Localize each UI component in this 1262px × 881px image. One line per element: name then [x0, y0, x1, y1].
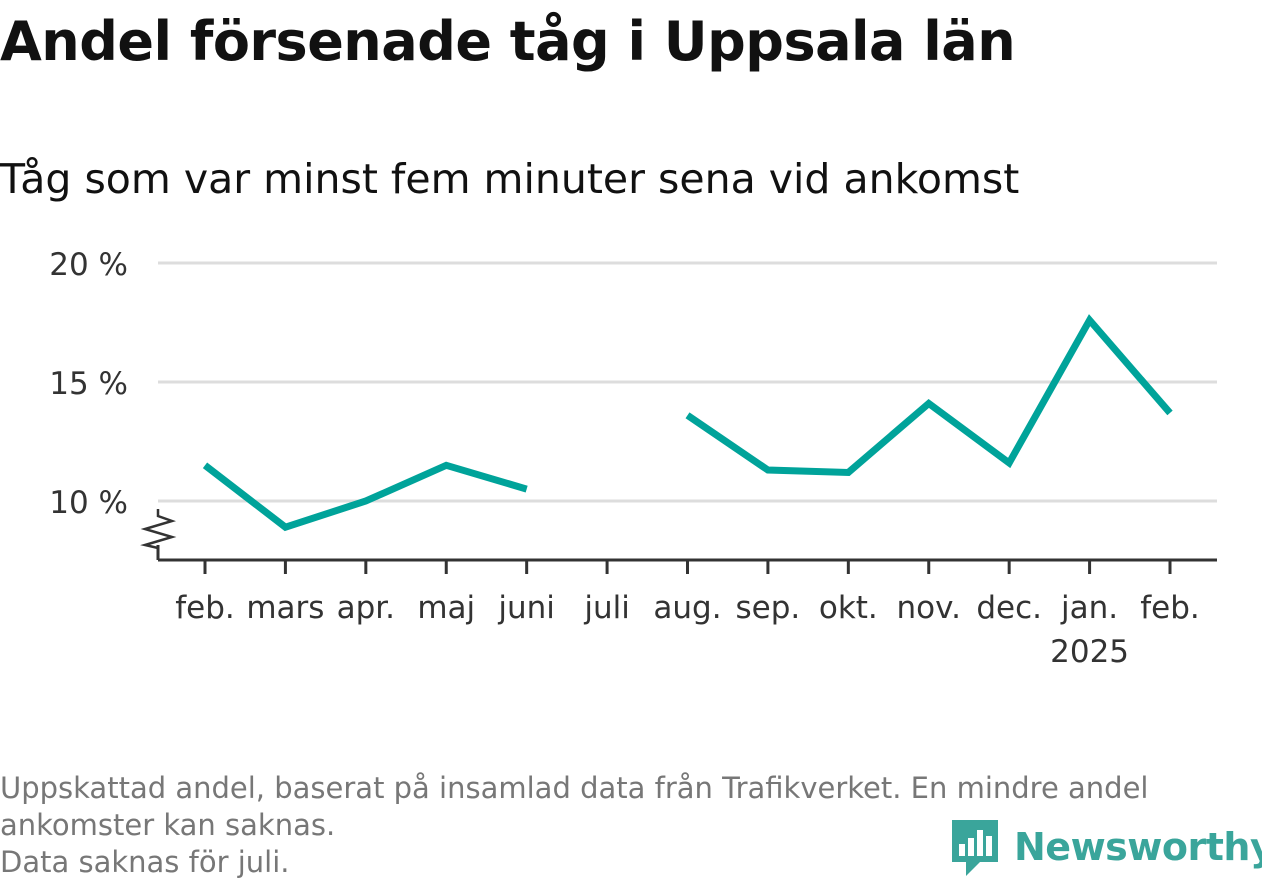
axis-break-icon [145, 509, 172, 548]
footnote-line-1: Uppskattad andel, baserat på insamlad da… [0, 770, 1250, 807]
x-tick-label-11: jan. [1060, 590, 1118, 626]
series-line-0-segment-1 [688, 320, 1171, 472]
series-line-0-segment-0 [205, 465, 527, 527]
x-tick-label-8: okt. [819, 590, 878, 626]
x-tick-label-3: maj [417, 590, 475, 626]
newsworthy-logo-icon [950, 816, 1000, 878]
y-tick-label-20: 20 % [49, 247, 128, 283]
x-tick-label-4: juni [497, 590, 555, 626]
x-tick-label-6: aug. [653, 590, 721, 626]
x-tick-label-12: feb. [1140, 590, 1200, 626]
x-tick-label-9: nov. [897, 590, 961, 626]
x-year-label: 2025 [1050, 634, 1129, 670]
y-tick-label-10: 10 % [49, 485, 128, 521]
x-tick-label-7: sep. [736, 590, 801, 626]
x-tick-label-1: mars [246, 590, 324, 626]
x-tick-label-5: juli [583, 590, 630, 626]
x-tick-label-2: apr. [337, 590, 395, 626]
x-tick-label-0: feb. [175, 590, 235, 626]
newsworthy-brand: Newsworthy [950, 816, 1262, 878]
brand-name: Newsworthy [1014, 825, 1262, 869]
x-tick-label-10: dec. [976, 590, 1042, 626]
y-tick-label-15: 15 % [49, 366, 128, 402]
